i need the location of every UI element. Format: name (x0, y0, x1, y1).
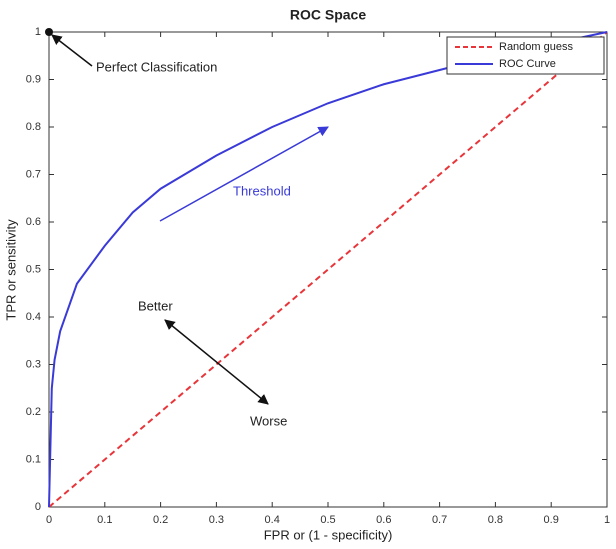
y-tick-label: 1 (35, 26, 41, 38)
perfect-point (45, 28, 53, 36)
x-tick-label: 0.1 (97, 514, 112, 526)
x-tick-label: 1 (604, 514, 610, 526)
annotation: Worse (250, 413, 287, 428)
y-tick-label: 0.3 (26, 358, 41, 370)
legend-label: ROC Curve (499, 58, 556, 70)
annotation-arrow (51, 34, 93, 67)
annotation: Threshold (233, 183, 291, 198)
x-tick-label: 0.7 (432, 514, 447, 526)
annotation: Better (138, 298, 173, 313)
x-tick-label: 0.4 (265, 514, 280, 526)
x-tick-label: 0 (46, 514, 52, 526)
chart-title: ROC Space (290, 7, 366, 23)
x-tick-label: 0.3 (209, 514, 224, 526)
y-tick-label: 0.7 (26, 168, 41, 180)
x-tick-label: 0.5 (320, 514, 335, 526)
y-tick-label: 0.4 (26, 311, 41, 323)
x-tick-label: 0.6 (376, 514, 391, 526)
legend-box (446, 36, 605, 75)
annotation-arrow (164, 319, 269, 405)
series-line (48, 31, 608, 508)
y-tick-label: 0 (35, 501, 41, 513)
y-tick-label: 0.5 (26, 263, 41, 275)
x-tick-label: 0.8 (488, 514, 503, 526)
x-tick-label: 0.2 (153, 514, 168, 526)
y-axis-label: TPR or sensitivity (3, 219, 18, 321)
annotation: Perfect Classification (96, 59, 217, 74)
y-tick-label: 0.6 (26, 216, 41, 228)
x-axis-label: FPR or (1 - specificity) (264, 527, 393, 542)
legend-label: Random guess (499, 41, 573, 53)
y-tick-label: 0.1 (26, 453, 41, 465)
y-tick-label: 0.8 (26, 121, 41, 133)
x-tick-label: 0.9 (544, 514, 559, 526)
annotation-arrow (159, 126, 329, 222)
y-tick-label: 0.9 (26, 73, 41, 85)
y-tick-label: 0.2 (26, 406, 41, 418)
